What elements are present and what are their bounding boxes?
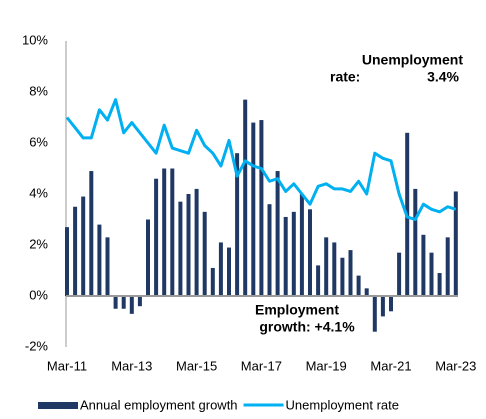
bar xyxy=(340,257,345,296)
bar xyxy=(364,288,369,296)
bar xyxy=(113,296,118,309)
y-tick-label: -2% xyxy=(25,338,49,353)
bar xyxy=(202,211,207,296)
bar xyxy=(283,216,288,296)
bar xyxy=(105,237,110,296)
bar xyxy=(308,209,312,296)
bar xyxy=(178,201,183,296)
bar xyxy=(73,206,78,296)
bar xyxy=(235,153,240,296)
bar xyxy=(413,188,418,296)
legend-swatch xyxy=(38,402,78,409)
annotation: 3.4% xyxy=(427,69,459,85)
bar xyxy=(243,99,248,297)
bar xyxy=(437,273,442,296)
x-tick-label: Mar-11 xyxy=(47,358,87,373)
x-tick-label: Mar-15 xyxy=(176,358,217,373)
annotation: Unemployment xyxy=(362,52,463,68)
x-tick-label: Mar-21 xyxy=(370,358,411,373)
bar xyxy=(380,296,385,317)
bar xyxy=(170,168,175,296)
legend-label: Annual employment growth xyxy=(80,397,238,412)
bar xyxy=(275,171,280,296)
x-tick-label: Mar-13 xyxy=(111,358,152,373)
bar xyxy=(299,194,304,296)
y-tick-label: 6% xyxy=(29,134,48,149)
bar xyxy=(210,267,215,296)
bar xyxy=(324,237,329,296)
annotation: growth: +4.1% xyxy=(259,319,355,335)
bar xyxy=(389,296,393,312)
bar xyxy=(218,242,223,296)
bar xyxy=(291,211,296,296)
bar xyxy=(429,252,434,296)
bar xyxy=(453,191,458,296)
bar xyxy=(146,219,150,296)
bar xyxy=(186,194,191,296)
bar xyxy=(121,296,126,309)
bar xyxy=(356,275,361,296)
bar xyxy=(251,122,256,296)
y-tick-label: 2% xyxy=(29,236,48,251)
annotation: Employment xyxy=(255,302,339,318)
bar xyxy=(89,171,94,296)
y-tick-label: 4% xyxy=(29,185,48,200)
x-tick-label: Mar-23 xyxy=(435,358,476,373)
bar xyxy=(81,196,86,296)
line xyxy=(65,98,457,221)
annotation: rate: xyxy=(330,69,360,85)
bar xyxy=(154,178,159,296)
bar xyxy=(162,168,167,296)
bar xyxy=(372,296,377,332)
bar xyxy=(227,247,231,296)
bar xyxy=(348,250,353,296)
bar xyxy=(445,237,450,296)
y-tick-label: 0% xyxy=(29,287,48,302)
bar xyxy=(332,242,337,296)
bar xyxy=(259,120,264,296)
y-tick-label: 10% xyxy=(22,32,48,47)
x-tick-label: Mar-17 xyxy=(241,358,282,373)
bar xyxy=(267,204,272,296)
bar xyxy=(316,265,321,296)
bar xyxy=(194,188,199,296)
bar xyxy=(97,224,102,296)
bar xyxy=(137,296,142,307)
bar xyxy=(129,296,134,314)
y-tick-label: 8% xyxy=(29,83,48,98)
legend-label: Unemployment rate xyxy=(286,397,399,412)
x-tick-label: Mar-19 xyxy=(306,358,347,373)
bar xyxy=(421,234,426,296)
bar xyxy=(397,252,402,296)
bar xyxy=(65,227,69,296)
